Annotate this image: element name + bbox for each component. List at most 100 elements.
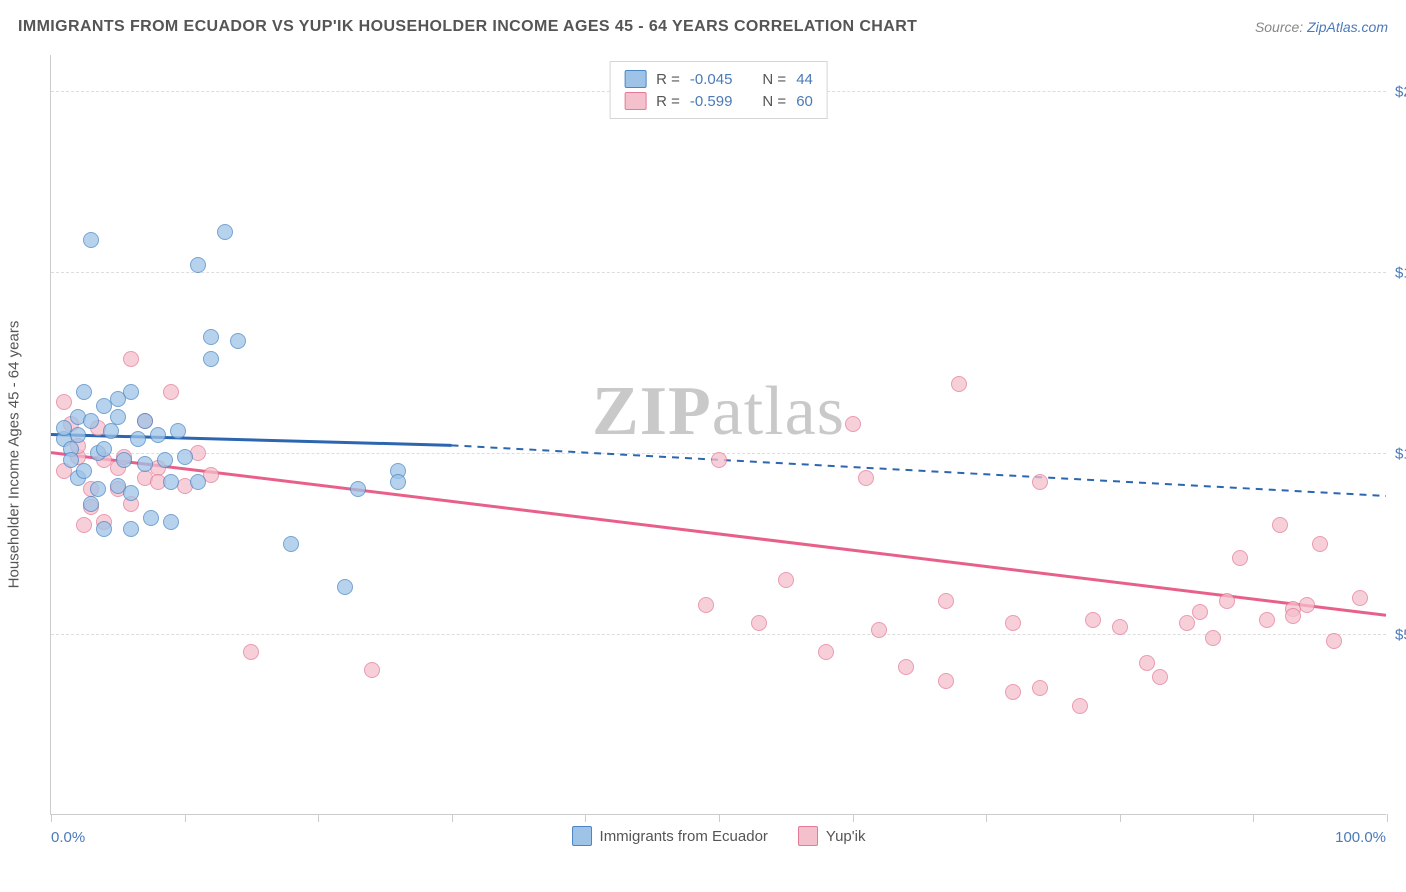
title-bar: IMMIGRANTS FROM ECUADOR VS YUP'IK HOUSEH… [18, 18, 1388, 36]
swatch-yupik [624, 92, 646, 110]
scatter-point-yupik [123, 351, 139, 367]
x-tick [585, 814, 586, 822]
scatter-point-ecuador [190, 257, 206, 273]
swatch-ecuador [624, 70, 646, 88]
scatter-point-yupik [1005, 615, 1021, 631]
n-label: N = [762, 93, 786, 110]
scatter-point-yupik [1179, 615, 1195, 631]
x-tick [1253, 814, 1254, 822]
scatter-point-yupik [751, 615, 767, 631]
legend-swatch-yupik [798, 826, 818, 846]
legend-label-ecuador: Immigrants from Ecuador [600, 828, 768, 845]
trend-lines [51, 55, 1386, 814]
x-axis-min-label: 0.0% [51, 829, 85, 846]
scatter-point-ecuador [103, 423, 119, 439]
scatter-point-yupik [845, 416, 861, 432]
scatter-point-yupik [1219, 593, 1235, 609]
x-tick [318, 814, 319, 822]
scatter-point-ecuador [83, 232, 99, 248]
scatter-point-yupik [1272, 517, 1288, 533]
scatter-point-ecuador [143, 510, 159, 526]
x-tick [719, 814, 720, 822]
scatter-point-ecuador [123, 521, 139, 537]
y-tick-label: $50,000 [1391, 627, 1406, 644]
scatter-point-yupik [938, 673, 954, 689]
scatter-point-ecuador [96, 521, 112, 537]
scatter-point-ecuador [116, 452, 132, 468]
scatter-point-ecuador [90, 481, 106, 497]
scatter-point-ecuador [83, 496, 99, 512]
scatter-point-ecuador [123, 485, 139, 501]
scatter-point-yupik [858, 470, 874, 486]
r-value-ecuador: -0.045 [690, 71, 733, 88]
scatter-point-ecuador [230, 333, 246, 349]
source-link[interactable]: ZipAtlas.com [1307, 19, 1388, 35]
x-tick [1120, 814, 1121, 822]
scatter-point-ecuador [350, 481, 366, 497]
scatter-point-yupik [898, 659, 914, 675]
stat-row-ecuador: R = -0.045 N = 44 [624, 68, 813, 90]
scatter-point-yupik [1352, 590, 1368, 606]
scatter-point-ecuador [83, 413, 99, 429]
scatter-point-ecuador [283, 536, 299, 552]
scatter-point-yupik [778, 572, 794, 588]
scatter-point-yupik [1326, 633, 1342, 649]
scatter-point-yupik [1032, 474, 1048, 490]
r-label: R = [656, 71, 680, 88]
source-prefix: Source: [1255, 19, 1307, 35]
scatter-point-yupik [951, 376, 967, 392]
scatter-point-yupik [1085, 612, 1101, 628]
scatter-point-ecuador [130, 431, 146, 447]
scatter-point-yupik [698, 597, 714, 613]
r-label: R = [656, 93, 680, 110]
y-tick-label: $150,000 [1391, 265, 1406, 282]
legend-item-yupik: Yup'ik [798, 826, 866, 846]
scatter-point-yupik [243, 644, 259, 660]
scatter-point-yupik [76, 517, 92, 533]
watermark-bold: ZIP [592, 373, 712, 450]
scatter-point-ecuador [163, 474, 179, 490]
x-tick [1387, 814, 1388, 822]
x-axis-max-label: 100.0% [1335, 829, 1386, 846]
scatter-point-ecuador [150, 427, 166, 443]
x-tick [51, 814, 52, 822]
scatter-point-yupik [163, 384, 179, 400]
scatter-point-yupik [190, 445, 206, 461]
scatter-point-ecuador [157, 452, 173, 468]
correlation-stats-box: R = -0.045 N = 44 R = -0.599 N = 60 [609, 61, 828, 119]
scatter-point-yupik [871, 622, 887, 638]
source-attribution: Source: ZipAtlas.com [1255, 19, 1388, 35]
legend-swatch-ecuador [572, 826, 592, 846]
x-tick [452, 814, 453, 822]
scatter-point-ecuador [203, 351, 219, 367]
scatter-point-yupik [1205, 630, 1221, 646]
gridline: $150,000 [51, 272, 1386, 273]
scatter-point-ecuador [137, 413, 153, 429]
y-axis-label: Householder Income Ages 45 - 64 years [6, 321, 23, 589]
x-tick [853, 814, 854, 822]
x-tick [986, 814, 987, 822]
scatter-point-yupik [1299, 597, 1315, 613]
scatter-point-yupik [56, 394, 72, 410]
scatter-point-ecuador [110, 409, 126, 425]
bottom-legend: Immigrants from Ecuador Yup'ik [572, 826, 866, 846]
scatter-point-yupik [1192, 604, 1208, 620]
scatter-point-ecuador [123, 384, 139, 400]
scatter-point-ecuador [203, 329, 219, 345]
legend-item-ecuador: Immigrants from Ecuador [572, 826, 768, 846]
y-tick-label: $100,000 [1391, 446, 1406, 463]
scatter-point-yupik [1112, 619, 1128, 635]
watermark: ZIPatlas [592, 372, 845, 452]
scatter-point-ecuador [96, 441, 112, 457]
watermark-light: atlas [712, 373, 845, 450]
scatter-point-yupik [1312, 536, 1328, 552]
n-value-yupik: 60 [796, 93, 813, 110]
x-tick [185, 814, 186, 822]
scatter-point-yupik [1072, 698, 1088, 714]
scatter-point-yupik [1139, 655, 1155, 671]
stat-row-yupik: R = -0.599 N = 60 [624, 90, 813, 112]
scatter-point-yupik [938, 593, 954, 609]
scatter-point-ecuador [190, 474, 206, 490]
legend-label-yupik: Yup'ik [826, 828, 866, 845]
scatter-point-ecuador [76, 463, 92, 479]
